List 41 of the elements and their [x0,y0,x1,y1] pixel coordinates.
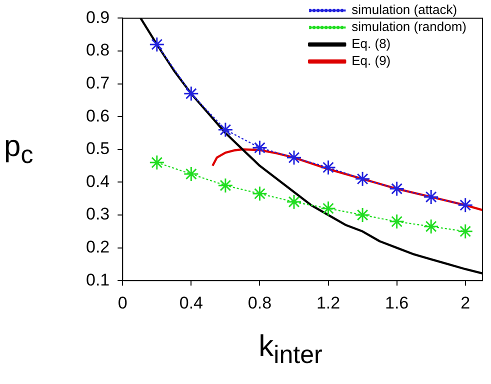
y-tick-label: 0.9 [86,8,110,27]
point [354,171,370,187]
point [354,207,370,223]
x-tick-label: 1.6 [384,293,409,312]
y-tick-label: 0.7 [86,73,110,92]
point [252,186,268,202]
point [320,200,336,216]
y-tick-label: 0.8 [86,40,110,60]
point [458,197,474,213]
x-tick-label: 0.8 [248,293,272,312]
legend-label: simulation (attack) [352,2,458,18]
point [183,86,199,102]
point [423,189,439,205]
y-tick-label: 0.1 [86,270,110,290]
point [252,140,268,156]
x-axis-title: k$_{inter}$ [258,330,324,370]
y-tick-label: 0.6 [86,106,110,126]
y-axis-title: p$_{c}$ [4,130,34,170]
point [423,218,439,234]
x-tick-label: 0 [118,293,128,312]
point [389,214,405,230]
y-tick-label: 0.3 [86,204,110,224]
legend-label: simulation (random) [352,19,466,34]
point [218,178,234,194]
point [320,160,336,176]
point [286,194,302,210]
point [218,122,234,138]
y-tick-label: 0.5 [86,139,110,158]
y-tick-label: 0.2 [86,237,110,256]
point [389,181,405,197]
point [183,166,199,182]
point [458,224,474,240]
x-tick-label: 1.2 [316,293,340,312]
x-tick-label: 2 [460,293,470,312]
point [149,36,165,52]
y-tick-label: 0.4 [86,172,110,191]
legend-label: Eq. (8) [352,36,391,52]
legend-label: Eq. (9) [352,53,391,68]
point [286,150,302,166]
x-tick-label: 0.4 [179,293,203,312]
point [149,154,165,170]
